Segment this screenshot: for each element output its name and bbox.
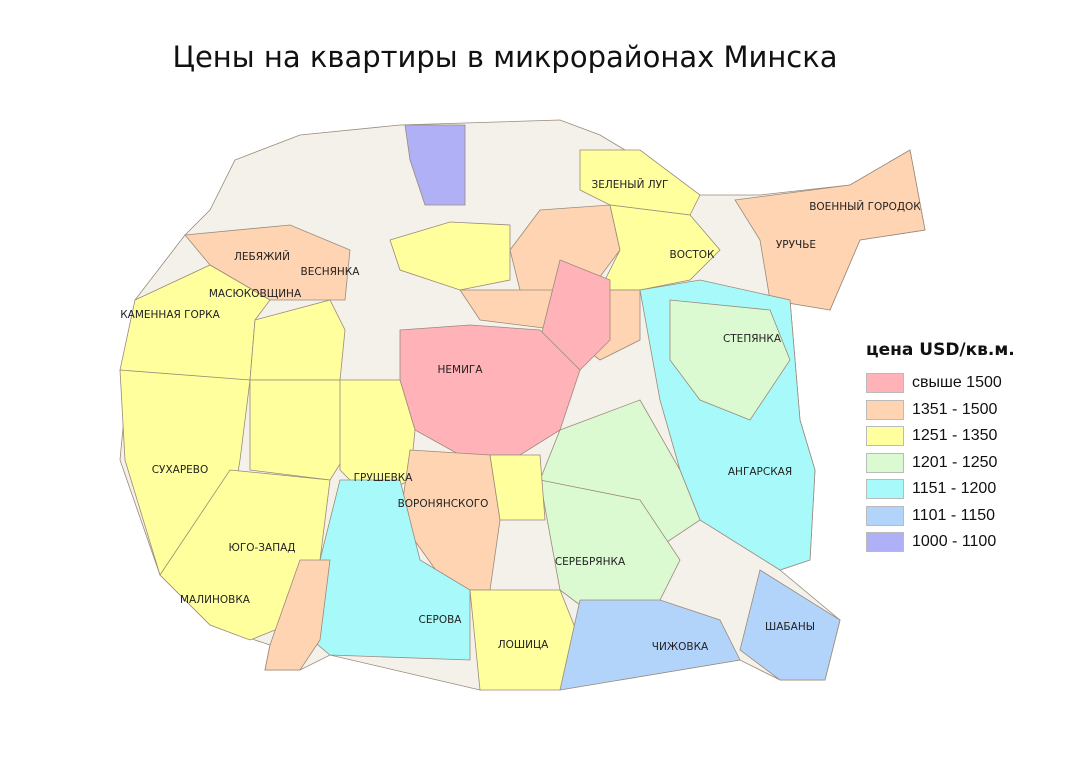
legend-item: 1151 - 1200 [866,476,1015,503]
legend-item: 1000 - 1100 [866,529,1015,556]
district-label: ВОЕННЫЙ ГОРОДОК [809,200,921,213]
map-title: Цены на квартиры в микрорайонах Минска [172,40,838,74]
district-label: ЧИЖОВКА [652,641,709,653]
district-area [599,204,721,291]
district-label: ВОРОНЯНСКОГО [398,498,489,510]
district-area [739,569,841,681]
legend-title: цена USD/кв.м. [866,340,1015,360]
district-label: МАЛИНОВКА [180,594,251,606]
district-label: СЕРЕБРЯНКА [555,556,626,568]
legend-label: 1351 - 1500 [912,400,998,418]
district-label: ШАБАНЫ [765,621,815,633]
legend-label: 1251 - 1350 [912,427,998,445]
legend-label: свыше 1500 [912,374,1002,392]
legend-swatch [866,452,904,473]
legend-swatch [866,505,904,526]
district-area [249,299,346,381]
legend-swatch [866,399,904,420]
district-label: КАМЕННАЯ ГОРКА [120,309,220,321]
legend-swatch [866,373,904,394]
district-label: НЕМИГА [437,364,483,376]
district-label: ВОСТОК [670,249,715,261]
district-area [489,454,546,521]
district-label: МАСЮКОВЩИНА [209,288,302,300]
legend-label: 1101 - 1150 [912,506,996,524]
district-area [734,149,926,311]
district-label: ЛЕБЯЖИЙ [234,250,290,263]
district-area [389,221,511,291]
district-label: ЗЕЛЕНЫЙ ЛУГ [592,178,669,191]
legend-swatch [866,479,904,500]
legend-item: 1201 - 1250 [866,450,1015,477]
district-label: СЕРОВА [419,614,463,626]
district-area [404,124,466,206]
district-label: СТЕПЯНКА [723,333,782,345]
legend: цена USD/кв.м. свыше 1500 1351 - 1500 1251… [866,340,1015,556]
district-label: ВЕСНЯНКА [301,266,361,278]
legend-item: свыше 1500 [866,370,1015,397]
legend-item: 1251 - 1350 [866,423,1015,450]
legend-swatch [866,532,904,553]
legend-item: 1101 - 1150 [866,503,1015,530]
district-area [539,259,611,371]
district-area [249,379,356,481]
district-label: ЛОШИЦА [498,639,549,651]
legend-swatch [866,426,904,447]
district-label: СУХАРЕВО [152,464,209,476]
legend-item: 1351 - 1500 [866,397,1015,424]
legend-label: 1151 - 1200 [912,480,997,498]
district-area [264,559,331,671]
legend-label: 1000 - 1100 [912,533,997,551]
district-area [669,299,791,421]
district-label: АНГАРСКАЯ [728,466,792,478]
district-label: ЮГО-ЗАПАД [229,542,296,554]
district-label: УРУЧЬЕ [776,239,816,251]
district-label: ГРУШЕВКА [354,472,414,484]
district-area [559,599,741,691]
legend-label: 1201 - 1250 [912,453,998,471]
